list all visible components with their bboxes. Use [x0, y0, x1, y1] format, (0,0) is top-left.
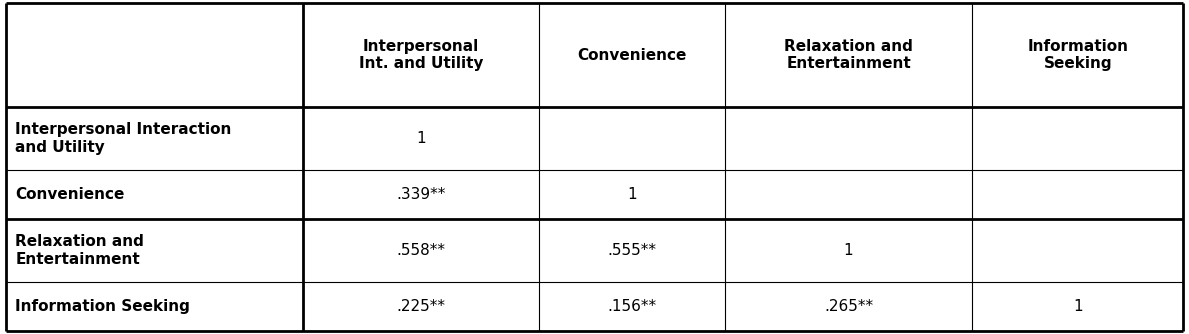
Bar — [973, 283, 1183, 331]
Bar — [724, 3, 973, 107]
Bar — [724, 283, 973, 331]
Bar — [303, 3, 539, 107]
Text: Relaxation and
Entertainment: Relaxation and Entertainment — [784, 39, 913, 71]
Text: 1: 1 — [416, 131, 426, 146]
Bar — [6, 219, 303, 283]
Bar — [973, 170, 1183, 219]
Bar — [539, 3, 724, 107]
Bar — [303, 107, 539, 170]
Bar — [539, 170, 724, 219]
Bar — [6, 3, 303, 107]
Bar — [724, 219, 973, 283]
Text: Information Seeking: Information Seeking — [15, 299, 190, 314]
Text: .225**: .225** — [396, 299, 446, 314]
Bar — [724, 170, 973, 219]
Text: .265**: .265** — [824, 299, 873, 314]
Text: Information
Seeking: Information Seeking — [1027, 39, 1128, 71]
Text: Convenience: Convenience — [577, 47, 686, 62]
Text: Convenience: Convenience — [15, 187, 125, 202]
Text: .555**: .555** — [608, 243, 656, 258]
Bar — [724, 107, 973, 170]
Bar — [973, 219, 1183, 283]
Text: .558**: .558** — [396, 243, 446, 258]
Bar — [303, 283, 539, 331]
Bar — [6, 170, 303, 219]
Text: Relaxation and
Entertainment: Relaxation and Entertainment — [15, 234, 144, 267]
Text: Interpersonal Interaction
and Utility: Interpersonal Interaction and Utility — [15, 122, 232, 155]
Text: 1: 1 — [1072, 299, 1082, 314]
Bar — [6, 107, 303, 170]
Text: 1: 1 — [627, 187, 636, 202]
Bar — [303, 219, 539, 283]
Bar — [303, 170, 539, 219]
Text: .339**: .339** — [396, 187, 446, 202]
Bar — [6, 283, 303, 331]
Bar — [539, 283, 724, 331]
Bar — [973, 107, 1183, 170]
Bar — [973, 3, 1183, 107]
Text: 1: 1 — [844, 243, 854, 258]
Bar — [539, 219, 724, 283]
Text: Interpersonal
Int. and Utility: Interpersonal Int. and Utility — [359, 39, 483, 71]
Bar — [539, 107, 724, 170]
Text: .156**: .156** — [608, 299, 656, 314]
